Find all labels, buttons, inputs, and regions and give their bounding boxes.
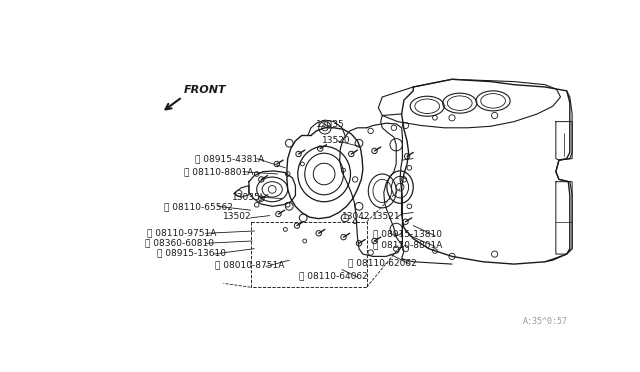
Text: Ⓑ 08010-8751A: Ⓑ 08010-8751A [215, 260, 284, 269]
Text: Ⓟ 08915-13810: Ⓟ 08915-13810 [373, 230, 442, 238]
Text: 13035J: 13035J [232, 193, 263, 202]
Text: A:35^0:57: A:35^0:57 [524, 317, 568, 326]
Text: Ⓑ 08110-65562: Ⓑ 08110-65562 [164, 202, 232, 211]
Text: Ⓟ 08915-4381A: Ⓟ 08915-4381A [195, 154, 264, 163]
Text: Ⓟ 08915-13610: Ⓟ 08915-13610 [157, 248, 226, 257]
Text: 13035: 13035 [316, 120, 344, 129]
Text: 13502: 13502 [223, 212, 252, 221]
Text: Ⓑ 08110-8801A: Ⓑ 08110-8801A [184, 167, 253, 176]
Text: Ⓑ 08110-9751A: Ⓑ 08110-9751A [147, 228, 216, 237]
Text: Ⓑ 08110-62062: Ⓑ 08110-62062 [348, 258, 417, 267]
Text: FRONT: FRONT [184, 86, 227, 96]
Text: Ⓑ 08110-8801A: Ⓑ 08110-8801A [373, 240, 442, 249]
Text: 13521: 13521 [372, 212, 401, 221]
Text: 13520: 13520 [322, 136, 351, 145]
Text: 13042: 13042 [342, 212, 371, 221]
Text: Ⓑ 08110-64062: Ⓑ 08110-64062 [298, 271, 367, 280]
Text: Ⓢ 08360-60810: Ⓢ 08360-60810 [145, 238, 214, 247]
